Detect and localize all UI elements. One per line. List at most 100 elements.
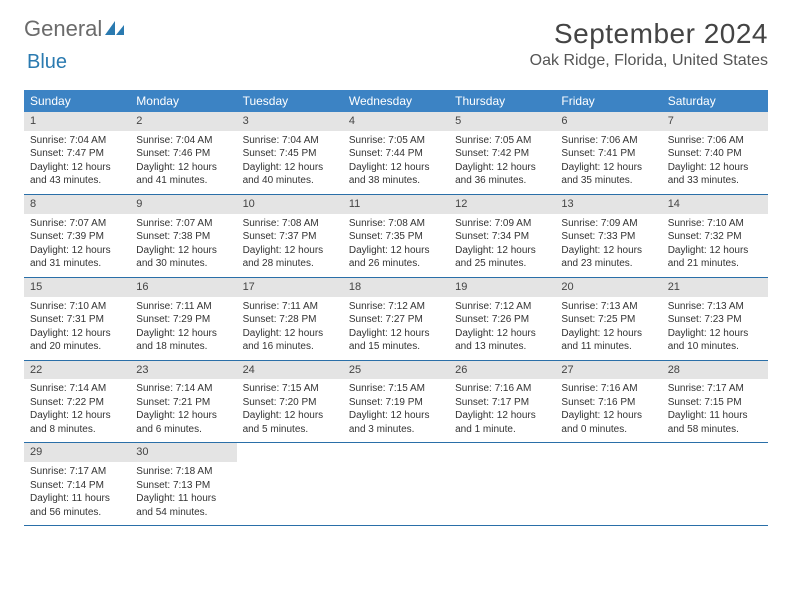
day-body: Sunrise: 7:06 AMSunset: 7:41 PMDaylight:… [555,134,661,188]
day-number: 17 [237,278,343,297]
sunrise-line: Sunrise: 7:13 AM [561,300,655,314]
calendar: SundayMondayTuesdayWednesdayThursdayFrid… [24,90,768,526]
sunset-line: Sunset: 7:44 PM [349,147,443,161]
day-body: Sunrise: 7:16 AMSunset: 7:17 PMDaylight:… [449,382,555,436]
day-number: 12 [449,195,555,214]
sunrise-line: Sunrise: 7:10 AM [30,300,124,314]
week-row: 22Sunrise: 7:14 AMSunset: 7:22 PMDayligh… [24,361,768,444]
day-body: Sunrise: 7:08 AMSunset: 7:35 PMDaylight:… [343,217,449,271]
day-body: Sunrise: 7:08 AMSunset: 7:37 PMDaylight:… [237,217,343,271]
day-cell: 21Sunrise: 7:13 AMSunset: 7:23 PMDayligh… [662,278,768,360]
daylight-line: Daylight: 12 hours [243,327,337,341]
day-cell: 8Sunrise: 7:07 AMSunset: 7:39 PMDaylight… [24,195,130,277]
daylight-line: Daylight: 12 hours [243,244,337,258]
sunrise-line: Sunrise: 7:15 AM [349,382,443,396]
daylight-line: Daylight: 12 hours [136,327,230,341]
daylight-line: Daylight: 12 hours [561,244,655,258]
day-number: 19 [449,278,555,297]
sunrise-line: Sunrise: 7:04 AM [136,134,230,148]
daylight-line: and 54 minutes. [136,506,230,520]
day-number: 15 [24,278,130,297]
day-cell [555,443,661,525]
sunrise-line: Sunrise: 7:05 AM [455,134,549,148]
logo-sail-icon [102,18,126,40]
day-number: 24 [237,361,343,380]
day-cell: 14Sunrise: 7:10 AMSunset: 7:32 PMDayligh… [662,195,768,277]
day-body: Sunrise: 7:05 AMSunset: 7:42 PMDaylight:… [449,134,555,188]
day-body: Sunrise: 7:14 AMSunset: 7:21 PMDaylight:… [130,382,236,436]
logo-text-first: General [24,18,102,40]
sunset-line: Sunset: 7:17 PM [455,396,549,410]
daylight-line: Daylight: 12 hours [349,327,443,341]
day-number: 28 [662,361,768,380]
day-cell: 17 Sunrise: 7:11 AMSunset: 7:28 PMDayligh… [237,278,343,360]
daylight-line: Daylight: 12 hours [349,244,443,258]
daylight-line: and 41 minutes. [136,174,230,188]
daylight-line: and 15 minutes. [349,340,443,354]
day-number: 30 [130,443,236,462]
sunrise-line: Sunrise: 7:17 AM [30,465,124,479]
day-body: Sunrise: 7:07 AMSunset: 7:38 PMDaylight:… [130,217,236,271]
daylight-line: Daylight: 11 hours [136,492,230,506]
day-cell: 5 Sunrise: 7:05 AMSunset: 7:42 PMDaylight… [449,112,555,194]
day-cell: 20Sunrise: 7:13 AMSunset: 7:25 PMDayligh… [555,278,661,360]
sunrise-line: Sunrise: 7:04 AM [30,134,124,148]
daylight-line: Daylight: 12 hours [243,161,337,175]
sunrise-line: Sunrise: 7:18 AM [136,465,230,479]
sunrise-line: Sunrise: 7:08 AM [349,217,443,231]
day-cell: 25Sunrise: 7:15 AMSunset: 7:19 PMDayligh… [343,361,449,443]
daylight-line: Daylight: 12 hours [455,244,549,258]
daylight-line: and 43 minutes. [30,174,124,188]
daylight-line: Daylight: 12 hours [243,409,337,423]
daylight-line: and 20 minutes. [30,340,124,354]
sunrise-line: Sunrise: 7:06 AM [668,134,762,148]
day-cell: 22Sunrise: 7:14 AMSunset: 7:22 PMDayligh… [24,361,130,443]
day-cell: 13 Sunrise: 7:09 AMSunset: 7:33 PMDayligh… [555,195,661,277]
daylight-line: Daylight: 12 hours [668,161,762,175]
day-number: 4 [343,112,449,131]
sunrise-line: Sunrise: 7:14 AM [30,382,124,396]
day-cell: 10Sunrise: 7:08 AMSunset: 7:37 PMDayligh… [237,195,343,277]
sunset-line: Sunset: 7:15 PM [668,396,762,410]
sunrise-line: Sunrise: 7:07 AM [136,217,230,231]
daylight-line: Daylight: 12 hours [455,161,549,175]
daylight-line: and 38 minutes. [349,174,443,188]
sunset-line: Sunset: 7:21 PM [136,396,230,410]
daylight-line: Daylight: 12 hours [349,409,443,423]
daylight-line: and 11 minutes. [561,340,655,354]
day-number: 5 [449,112,555,131]
month-title: September 2024 [530,18,768,50]
day-cell: 15Sunrise: 7:10 AMSunset: 7:31 PMDayligh… [24,278,130,360]
day-body: Sunrise: 7:11 AMSunset: 7:28 PMDaylight:… [237,300,343,354]
day-number: 21 [662,278,768,297]
daylight-line: Daylight: 12 hours [136,244,230,258]
day-number: 13 [555,195,661,214]
day-header: Friday [555,90,661,112]
day-body: Sunrise: 7:09 AMSunset: 7:33 PMDaylight:… [555,217,661,271]
daylight-line: and 58 minutes. [668,423,762,437]
sunset-line: Sunset: 7:33 PM [561,230,655,244]
day-cell: 28Sunrise: 7:17 AMSunset: 7:15 PMDayligh… [662,361,768,443]
sunrise-line: Sunrise: 7:17 AM [668,382,762,396]
sunrise-line: Sunrise: 7:05 AM [349,134,443,148]
day-body: Sunrise: 7:16 AMSunset: 7:16 PMDaylight:… [555,382,661,436]
day-cell: 29Sunrise: 7:17 AMSunset: 7:14 PMDayligh… [24,443,130,525]
day-body: Sunrise: 7:05 AMSunset: 7:44 PMDaylight:… [343,134,449,188]
daylight-line: Daylight: 12 hours [455,327,549,341]
sunrise-line: Sunrise: 7:09 AM [561,217,655,231]
day-number: 22 [24,361,130,380]
day-number: 9 [130,195,236,214]
daylight-line: Daylight: 12 hours [561,327,655,341]
sunset-line: Sunset: 7:45 PM [243,147,337,161]
day-number: 14 [662,195,768,214]
day-cell: 27Sunrise: 7:16 AMSunset: 7:16 PMDayligh… [555,361,661,443]
logo-text-second: Blue [27,52,67,72]
sunrise-line: Sunrise: 7:14 AM [136,382,230,396]
sunrise-line: Sunrise: 7:10 AM [668,217,762,231]
day-cell: 11 Sunrise: 7:08 AMSunset: 7:35 PMDayligh… [343,195,449,277]
sunrise-line: Sunrise: 7:07 AM [30,217,124,231]
day-body: Sunrise: 7:07 AMSunset: 7:39 PMDaylight:… [24,217,130,271]
day-body: Sunrise: 7:12 AMSunset: 7:26 PMDaylight:… [449,300,555,354]
daylight-line: and 28 minutes. [243,257,337,271]
day-number: 11 [343,195,449,214]
